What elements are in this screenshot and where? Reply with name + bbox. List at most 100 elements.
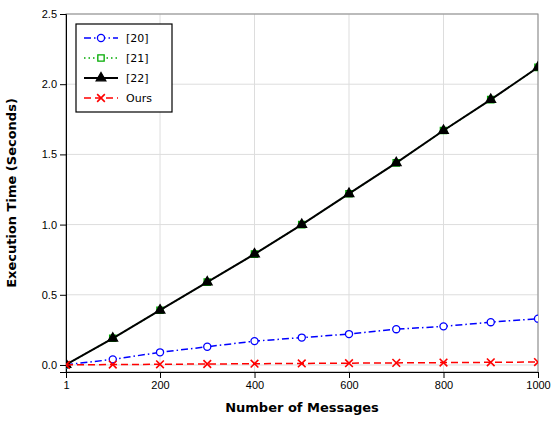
marker-group xyxy=(156,349,163,356)
tick: 800 xyxy=(435,372,453,391)
tick-label: 200 xyxy=(151,379,169,391)
marker-group xyxy=(344,188,354,196)
point xyxy=(345,331,352,338)
tick-mark xyxy=(60,154,66,155)
marker-group xyxy=(155,305,165,313)
point xyxy=(534,358,538,366)
tick-label: 400 xyxy=(246,379,264,391)
marker-group xyxy=(298,360,306,368)
tick-mark xyxy=(160,372,161,378)
line xyxy=(66,319,538,365)
point xyxy=(298,334,305,341)
point xyxy=(297,219,307,227)
tick: 2.5 xyxy=(42,8,66,20)
point xyxy=(66,361,70,369)
legend-label: [22] xyxy=(126,72,149,85)
point xyxy=(155,305,165,313)
point xyxy=(250,249,260,257)
marker-group xyxy=(393,326,400,333)
legend-item: [22] xyxy=(84,72,149,85)
point xyxy=(344,188,354,196)
tick-label: 2.5 xyxy=(42,8,57,20)
point xyxy=(251,338,258,345)
grid-line xyxy=(66,294,538,295)
marker-group xyxy=(486,94,496,102)
marker-group xyxy=(345,359,353,367)
point xyxy=(108,333,118,341)
point xyxy=(156,349,163,356)
marker-group xyxy=(109,361,117,369)
marker-group xyxy=(251,338,258,345)
grid-line xyxy=(66,154,538,155)
point xyxy=(534,315,538,322)
tick: 1.5 xyxy=(42,148,66,160)
marker-group xyxy=(297,219,307,227)
tick: 0.0 xyxy=(42,359,66,371)
x-axis: 1 200 400 600 800 1000 xyxy=(63,372,550,391)
plot: 120040060080010000.00.51.01.52.02.5[20][… xyxy=(42,8,551,391)
tick-label: 1 xyxy=(63,379,69,391)
point xyxy=(440,359,448,367)
grid-line xyxy=(443,14,444,372)
point xyxy=(109,361,117,369)
legend-label: [21] xyxy=(126,52,149,65)
tick-mark xyxy=(349,372,350,378)
tick: 600 xyxy=(340,372,358,391)
marker-group xyxy=(392,359,400,367)
plot-frame xyxy=(66,14,538,372)
marker-group xyxy=(251,360,259,368)
legend: [20] [21] [22] Ours xyxy=(76,24,172,112)
point xyxy=(345,359,353,367)
y-axis-title: Execution Time (Seconds) xyxy=(4,98,19,288)
marker-group xyxy=(440,323,447,330)
marker-group xyxy=(203,360,211,368)
legend-marker-group xyxy=(97,94,105,102)
tick: 200 xyxy=(151,372,169,391)
tick: 1000 xyxy=(526,372,550,391)
tick-mark xyxy=(538,372,539,378)
tick: 0.5 xyxy=(42,289,66,301)
marker-group xyxy=(345,331,352,338)
grid-line xyxy=(254,14,255,372)
tick-label: 600 xyxy=(340,379,358,391)
point xyxy=(298,360,306,368)
point xyxy=(487,319,494,326)
tick-mark xyxy=(60,14,66,15)
point xyxy=(440,323,447,330)
legend-item: [21] xyxy=(84,52,149,65)
marker-group xyxy=(204,343,211,350)
marker-group xyxy=(391,157,401,165)
point xyxy=(392,359,400,367)
point xyxy=(202,277,212,285)
legend-item: Ours xyxy=(84,92,152,105)
marker-group xyxy=(440,359,448,367)
point xyxy=(391,157,401,165)
legend-item: [20] xyxy=(84,32,149,45)
marker-group xyxy=(108,333,118,341)
axis-line xyxy=(60,15,67,373)
legend-marker-group xyxy=(97,34,104,41)
tick-label: 1.5 xyxy=(42,148,57,160)
point xyxy=(439,125,449,133)
marker-group xyxy=(534,358,538,366)
series xyxy=(66,358,538,369)
tick: 400 xyxy=(246,372,264,391)
marker-group xyxy=(66,361,70,369)
tick-mark xyxy=(444,372,445,378)
marker-group xyxy=(487,358,495,366)
tick: 1 xyxy=(63,372,69,391)
legend-marker xyxy=(96,72,106,80)
y-axis: 0.00.51.01.52.02.5 xyxy=(42,8,67,372)
legend-box xyxy=(76,24,172,112)
axis-line xyxy=(67,373,539,379)
tick-label: 0.0 xyxy=(42,359,57,371)
point xyxy=(533,62,538,70)
tick-label: 0.5 xyxy=(42,289,57,301)
tick-label: 800 xyxy=(435,379,453,391)
tick-mark xyxy=(60,295,66,296)
chart: 120040060080010000.00.51.01.52.02.5[20][… xyxy=(0,0,558,424)
point xyxy=(203,360,211,368)
marker-group xyxy=(534,315,538,322)
legend-marker xyxy=(98,55,104,61)
point xyxy=(204,343,211,350)
